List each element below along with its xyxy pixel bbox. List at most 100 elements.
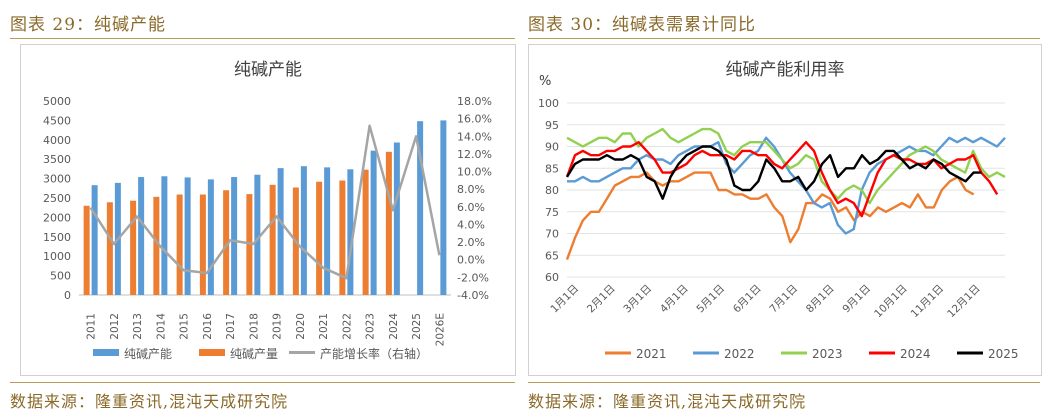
x-tick-label: 11月1日 — [909, 283, 947, 321]
bar-output — [385, 151, 392, 295]
bar-capacity — [91, 185, 98, 295]
x-tick-label: 2016 — [202, 313, 214, 340]
y-right-tick-label: 0.0% — [457, 254, 485, 267]
x-tick-label: 2023 — [365, 313, 377, 340]
x-tick-label: 3月1日 — [621, 283, 654, 316]
bar-output — [316, 181, 323, 295]
bar-capacity — [161, 176, 168, 295]
bar-capacity — [324, 167, 331, 295]
x-tick-label: 2015 — [179, 313, 191, 340]
x-tick-label: 2014 — [155, 313, 167, 340]
y-right-tick-label: -2.0% — [457, 271, 489, 284]
y-left-tick-label: 2000 — [43, 211, 71, 224]
y-tick-label: 75 — [545, 206, 559, 219]
bar-output — [199, 194, 206, 295]
x-tick-label: 2025 — [411, 313, 423, 340]
right-header-rule — [528, 38, 1040, 39]
bar-capacity — [300, 166, 307, 295]
bar-output — [246, 194, 253, 295]
x-tick-label: 2021 — [318, 313, 330, 340]
line-capacity-growth — [89, 124, 441, 280]
bar-output — [130, 200, 137, 295]
bar-capacity — [207, 179, 214, 295]
y-right-tick-label: 12.0% — [457, 148, 492, 161]
x-tick-label: 6月1日 — [731, 283, 764, 316]
chart-title: 纯碱产能利用率 — [726, 60, 845, 80]
bar-capacity — [277, 168, 284, 295]
bar-capacity — [440, 120, 447, 296]
y-right-tick-label: 6.0% — [457, 201, 485, 214]
x-tick-label: 2013 — [132, 313, 144, 340]
x-tick-label: 1月1日 — [548, 283, 581, 316]
y-tick-label: 85 — [545, 162, 559, 175]
y-left-tick-label: 4500 — [43, 114, 71, 127]
y-left-tick-label: 1000 — [43, 250, 71, 263]
utilization-line-chart: 纯碱产能利用率 % 60 65 70 75 80 85 90 95 100 1月1日 2月1日 3月1日… — [538, 60, 1019, 361]
legend-label: 产能增长率（右轴） — [320, 346, 428, 361]
y-tick-label: 60 — [545, 271, 559, 284]
capacity-bar-chart: 纯碱产能 0 500 1000 1500 2000 2500 3000 3500 4000 450… — [43, 60, 492, 361]
bar-capacity — [138, 177, 145, 295]
left-source-note: 数据来源：隆重资讯,混沌天成研究院 — [10, 392, 289, 411]
y-left-tick-label: 4000 — [43, 134, 71, 147]
bar-output — [153, 196, 160, 295]
legend-label: 2025 — [988, 347, 1019, 361]
legend-swatch — [93, 349, 119, 356]
x-tick-label: 9月1日 — [840, 283, 873, 316]
x-tick-label: 2026E — [434, 313, 446, 346]
y-tick-label: 95 — [545, 119, 559, 132]
left-figure-header: 图表 29：纯碱产能 — [10, 15, 167, 35]
y-right-tick-label: 16.0% — [457, 113, 492, 126]
y-right-tick-label: 8.0% — [457, 183, 485, 196]
bar-capacity — [231, 177, 238, 295]
legend-label: 纯碱产量 — [230, 347, 278, 361]
y-left-tick-label: 500 — [50, 270, 71, 283]
legend-label: 2022 — [724, 347, 755, 361]
y-tick-label: 70 — [545, 228, 559, 241]
bar-output — [339, 180, 346, 295]
right-chart-panel: 纯碱产能利用率 % 60 65 70 75 80 85 90 95 100 1月1日 2月1日 3月1日… — [528, 44, 1042, 376]
y-tick-label: 100 — [538, 97, 559, 110]
bar-capacity — [370, 150, 377, 295]
bar-output — [176, 194, 183, 295]
y-right-tick-label: 14.0% — [457, 130, 492, 143]
bar-output — [362, 169, 369, 295]
y-left-tick-label: 0 — [64, 289, 71, 302]
y-left-tick-label: 5000 — [43, 95, 71, 108]
legend-label: 2024 — [900, 347, 931, 361]
x-tick-label: 2017 — [225, 313, 237, 340]
x-tick-label: 2月1日 — [585, 283, 618, 316]
x-tick-label: 2011 — [86, 313, 98, 340]
series-line-2024 — [565, 140, 999, 218]
x-tick-label: 12月1日 — [945, 283, 983, 321]
bar-output — [106, 202, 113, 295]
y-right-tick-label: 10.0% — [457, 166, 492, 179]
x-tick-label: 7月1日 — [767, 283, 800, 316]
bar-capacity — [254, 174, 261, 295]
y-left-tick-label: 2500 — [43, 192, 71, 205]
y-right-tick-label: 2.0% — [457, 236, 485, 249]
bar-output — [269, 184, 276, 295]
right-figure-header: 图表 30：纯碱表需累计同比 — [528, 15, 757, 35]
y-unit-label: % — [539, 74, 551, 89]
bar-capacity — [184, 177, 191, 295]
bar-output — [223, 190, 230, 295]
chart-title: 纯碱产能 — [234, 60, 302, 80]
x-tick-label: 2022 — [341, 313, 353, 340]
series-line-2021 — [565, 171, 975, 261]
y-tick-label: 80 — [545, 184, 559, 197]
y-tick-label: 65 — [545, 249, 559, 262]
left-footer-rule — [10, 382, 515, 383]
y-left-tick-label: 3000 — [43, 173, 71, 186]
left-header-rule — [10, 38, 515, 39]
right-footer-rule — [528, 382, 1040, 383]
left-chart-panel: 纯碱产能 0 500 1000 1500 2000 2500 3000 3500 4000 450… — [20, 44, 516, 376]
bar-capacity — [417, 121, 424, 296]
series-line-2022 — [567, 136, 1006, 235]
legend-swatch — [199, 349, 225, 356]
right-source-note: 数据来源：隆重资讯,混沌天成研究院 — [528, 392, 807, 411]
x-tick-label: 2018 — [248, 313, 260, 340]
x-tick-label: 4月1日 — [658, 283, 691, 316]
bar-capacity — [393, 142, 400, 295]
x-tick-label: 2024 — [388, 313, 400, 340]
